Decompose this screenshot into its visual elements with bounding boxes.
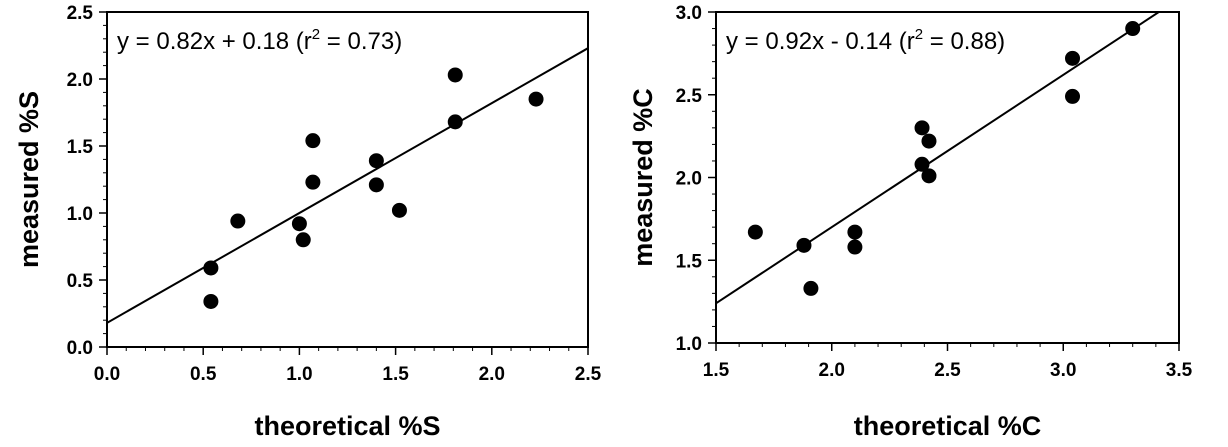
data-point [528,91,544,107]
x-tick-label: 1.0 [286,364,312,385]
regression-line [716,12,1161,305]
regression-equation: y = 0.82x + 0.18 (r2 = 0.73) [117,26,402,55]
data-point [447,67,463,83]
y-tick-label: 0.0 [67,338,93,359]
plot-frame [715,11,1180,344]
data-point [921,168,937,184]
data-point [368,177,384,193]
x-tick-label: 2.5 [575,364,602,385]
data-point [914,120,930,136]
data-point [921,133,937,149]
y-tick-label: 2.0 [676,169,702,190]
x-tick-label: 2.5 [934,360,961,381]
data-point [305,133,321,149]
data-point [796,237,812,253]
x-axis-title: theoretical %C [854,411,1042,441]
data-point [803,280,819,296]
x-tick-label: 3.5 [1166,360,1193,381]
y-tick-label: 2.5 [676,86,703,107]
data-point [847,239,863,255]
y-tick-label: 1.5 [676,251,703,272]
data-point [305,174,321,190]
data-point [230,213,246,229]
y-tick-label: 1.0 [67,204,93,225]
data-point [203,293,219,309]
x-tick-label: 2.0 [479,364,505,385]
y-axis-title: measured %S [14,91,44,268]
y-tick-label: 2.0 [67,70,93,91]
data-point [847,224,863,240]
data-point [203,260,219,276]
scatter-chart-sulfur: 0.0 0.5 1.0 1.5 2.0 2.5 0.0 0.5 1.0 1.5 2.0 2.5 y = … [14,3,602,441]
data-point [747,224,763,240]
x-tick-label: 1.5 [382,364,409,385]
regression-line [107,47,588,324]
regression-equation: y = 0.92x - 0.14 (r2 = 0.88) [726,26,1005,55]
data-point [1065,50,1081,66]
data-point [1125,21,1141,37]
y-tick-label: 2.5 [67,3,94,24]
plot-area: 0.0 0.5 1.0 1.5 2.0 2.5 0.0 0.5 1.0 1.5 2.0 2.5 y = … [14,3,602,441]
y-tick-label: 0.5 [67,271,94,292]
data-point [368,153,384,169]
x-tick-label: 0.5 [190,364,217,385]
y-tick-label: 3.0 [676,3,702,24]
y-axis-title: measured %C [628,88,658,267]
data-point [1065,88,1081,104]
y-tick-label: 1.5 [67,137,94,158]
x-tick-label: 1.5 [703,360,730,381]
plot-area: 1.5 2.0 2.5 3.0 3.51.01.52.02.53.0y = 0.92x … [628,3,1193,441]
x-tick-label: 0.0 [94,364,120,385]
scatter-chart-carbon: 1.5 2.0 2.5 3.0 3.51.01.52.02.53.0y = 0.92x … [628,3,1193,441]
x-tick-label: 3.0 [1050,360,1076,381]
data-point [291,216,307,232]
data-point [447,114,463,130]
data-point [295,232,311,248]
x-axis-title: theoretical %S [254,411,440,441]
data-point [391,202,407,218]
x-tick-label: 2.0 [819,360,845,381]
data-point [914,156,930,172]
y-tick-label: 1.0 [676,334,702,355]
plot-frame [106,11,589,348]
